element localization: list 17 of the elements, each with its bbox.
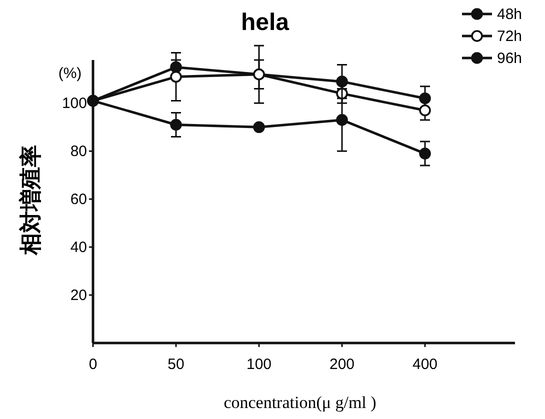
- text: (%): [58, 65, 82, 82]
- legend-label: 72h: [497, 28, 522, 45]
- y-tick-label: 20: [70, 287, 87, 304]
- x-tick-label: 50: [168, 356, 184, 373]
- legend-label: 96h: [497, 50, 522, 67]
- y-tick-label: 60: [70, 191, 87, 208]
- y-tick-label: 40: [70, 239, 87, 256]
- y-tick-label: 80: [70, 143, 87, 160]
- y-tick-label: 100: [62, 95, 87, 112]
- chart-title: hela: [240, 9, 290, 36]
- x-tick-label: 400: [412, 356, 438, 373]
- legend-label: 48h: [497, 6, 522, 23]
- y-axis-title: 相対増殖率: [18, 145, 43, 256]
- x-tick-label: 0: [88, 356, 98, 373]
- x-tick-label: 100: [246, 356, 272, 373]
- x-axis-title: concentration(μ g/ml ): [224, 393, 376, 412]
- x-tick-label: 200: [329, 356, 355, 373]
